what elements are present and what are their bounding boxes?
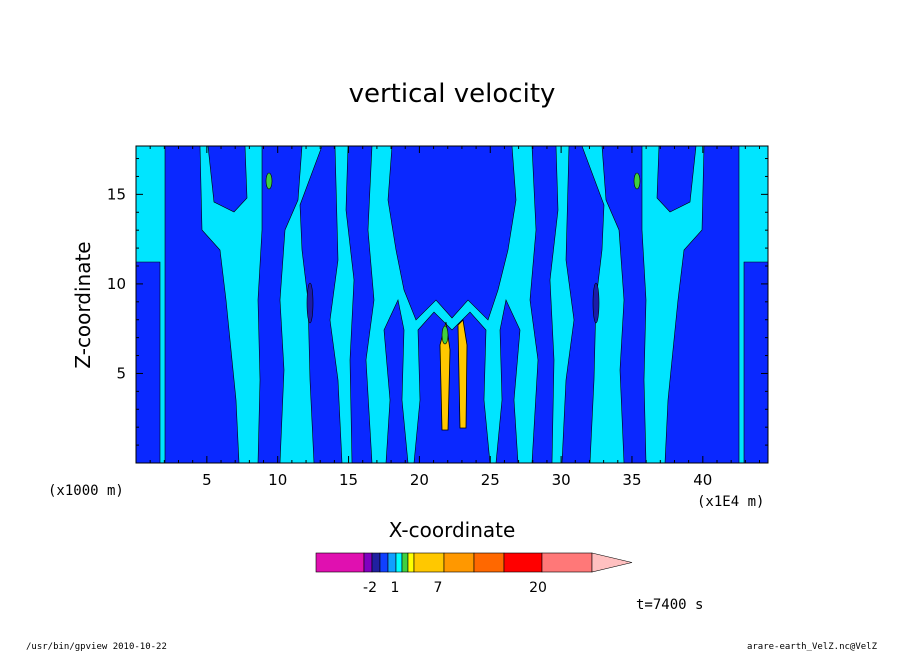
colorbar-segment-8 [413, 552, 445, 573]
contour-center-core [413, 311, 491, 464]
updraft-core-left-positive [441, 325, 449, 345]
colorbar-segment-12 [541, 552, 593, 573]
positive-blob-right [633, 172, 641, 190]
chart-title: vertical velocity [349, 79, 556, 109]
colorbar: -2 1 7 20 [315, 552, 633, 596]
axes: 5 10 15 20 25 30 35 40 5 10 15 [107, 146, 768, 489]
footer-right: arare-earth_VelZ.nc@VelZ [747, 642, 878, 652]
contour-right-band-2 [601, 145, 647, 464]
colorbar-segment-9 [443, 552, 475, 573]
y-tick-label-1: 10 [107, 275, 126, 293]
colorbar-segment-5 [395, 552, 403, 573]
colorbar-segment-3 [379, 552, 389, 573]
negative-blob-left [306, 282, 314, 324]
contour-right-cap [656, 145, 697, 213]
colorbar-segment-7 [407, 552, 415, 573]
y-axis-label: Z-coordinate [71, 241, 95, 368]
updraft-core-right [457, 319, 468, 429]
colorbar-segment-4 [387, 552, 397, 573]
x-tick-label-3: 20 [410, 471, 429, 489]
colorbar-segment-2 [371, 552, 381, 573]
colorbar-segment-6 [401, 552, 409, 573]
contour-center-blob [387, 145, 517, 321]
x-tick-label-6: 35 [622, 471, 641, 489]
colorbar-label-1: 1 [391, 580, 400, 596]
x-unit-left: (x1000 m) [48, 483, 124, 499]
x-axis-label: X-coordinate [389, 518, 516, 542]
colorbar-segment-0 [315, 552, 365, 573]
contour-left-band-2 [257, 145, 303, 464]
colorbar-segment-1 [363, 552, 373, 573]
colorbar-label-0: -2 [363, 580, 377, 596]
colorbar-label-2: 7 [434, 580, 443, 596]
footer-left: /usr/bin/gpview 2010-10-22 [26, 642, 167, 652]
x-tick-label-0: 5 [202, 471, 212, 489]
colorbar-label-3: 20 [529, 580, 547, 596]
positive-blob-left [265, 172, 273, 190]
colorbar-segment-11 [503, 552, 543, 573]
plot-area [135, 145, 769, 464]
contour-left-edge [135, 261, 161, 464]
contour-center-left-strip [383, 299, 409, 464]
colorbar-extension-arrow [591, 552, 633, 573]
contour-center-right-strip [495, 299, 521, 464]
contour-right-edge [743, 261, 769, 464]
negative-blob-right [592, 282, 600, 324]
contour-left-cap [207, 145, 248, 213]
x-tick-label-1: 10 [268, 471, 287, 489]
x-tick-label-2: 15 [339, 471, 358, 489]
colorbar-segment-10 [473, 552, 505, 573]
x-tick-label-5: 30 [552, 471, 571, 489]
plot-frame [135, 145, 769, 464]
x-tick-label-7: 40 [693, 471, 712, 489]
y-tick-label-2: 15 [107, 185, 126, 203]
x-unit-right: (x1E4 m) [697, 494, 764, 510]
y-tick-label-0: 5 [116, 364, 126, 382]
time-label: t=7400 s [636, 597, 703, 613]
x-tick-label-4: 25 [481, 471, 500, 489]
